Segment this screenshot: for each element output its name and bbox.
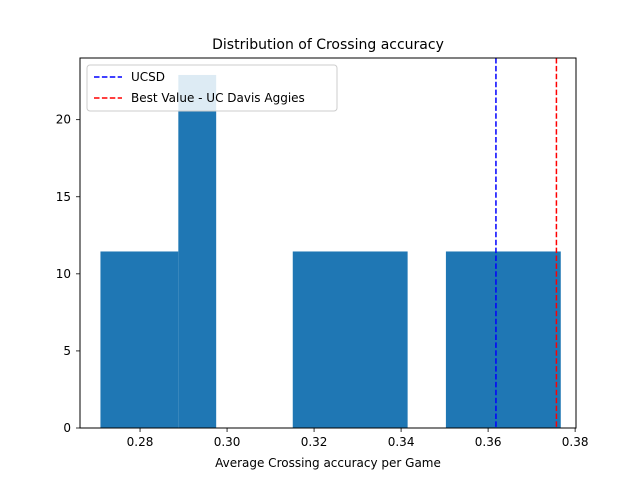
y-tick-label: 5 xyxy=(63,344,71,358)
histogram-bar-4 xyxy=(445,251,561,428)
legend: UCSD Best Value - UC Davis Aggies xyxy=(86,64,338,112)
x-axis-ticks: 0.28 0.30 0.32 0.34 0.36 0.38 xyxy=(127,428,589,449)
plot-frame xyxy=(79,57,577,429)
x-tick-label: 0.30 xyxy=(214,435,241,449)
x-tick-label: 0.36 xyxy=(475,435,502,449)
legend-label: Best Value - UC Davis Aggies xyxy=(131,91,305,105)
y-tick-label: 20 xyxy=(56,113,71,127)
chart-title: Distribution of Crossing accuracy xyxy=(212,37,444,53)
y-tick-label: 15 xyxy=(56,190,71,204)
y-tick-label: 10 xyxy=(56,267,71,281)
legend-label: UCSD xyxy=(131,70,165,84)
bars-layer xyxy=(100,74,561,428)
x-tick-label: 0.28 xyxy=(127,435,154,449)
x-tick-label: 0.34 xyxy=(388,435,415,449)
histogram-bar-2 xyxy=(178,74,217,428)
x-tick-label: 0.32 xyxy=(301,435,328,449)
vertical-lines-layer xyxy=(495,58,558,428)
histogram-bar-3 xyxy=(292,251,408,428)
histogram-bar-1 xyxy=(100,251,179,428)
y-axis-ticks: 0 5 10 15 20 xyxy=(56,113,80,435)
x-axis-label: Average Crossing accuracy per Game xyxy=(215,456,441,470)
y-tick-label: 0 xyxy=(63,421,71,435)
legend-box xyxy=(86,64,338,112)
x-tick-label: 0.38 xyxy=(562,435,589,449)
